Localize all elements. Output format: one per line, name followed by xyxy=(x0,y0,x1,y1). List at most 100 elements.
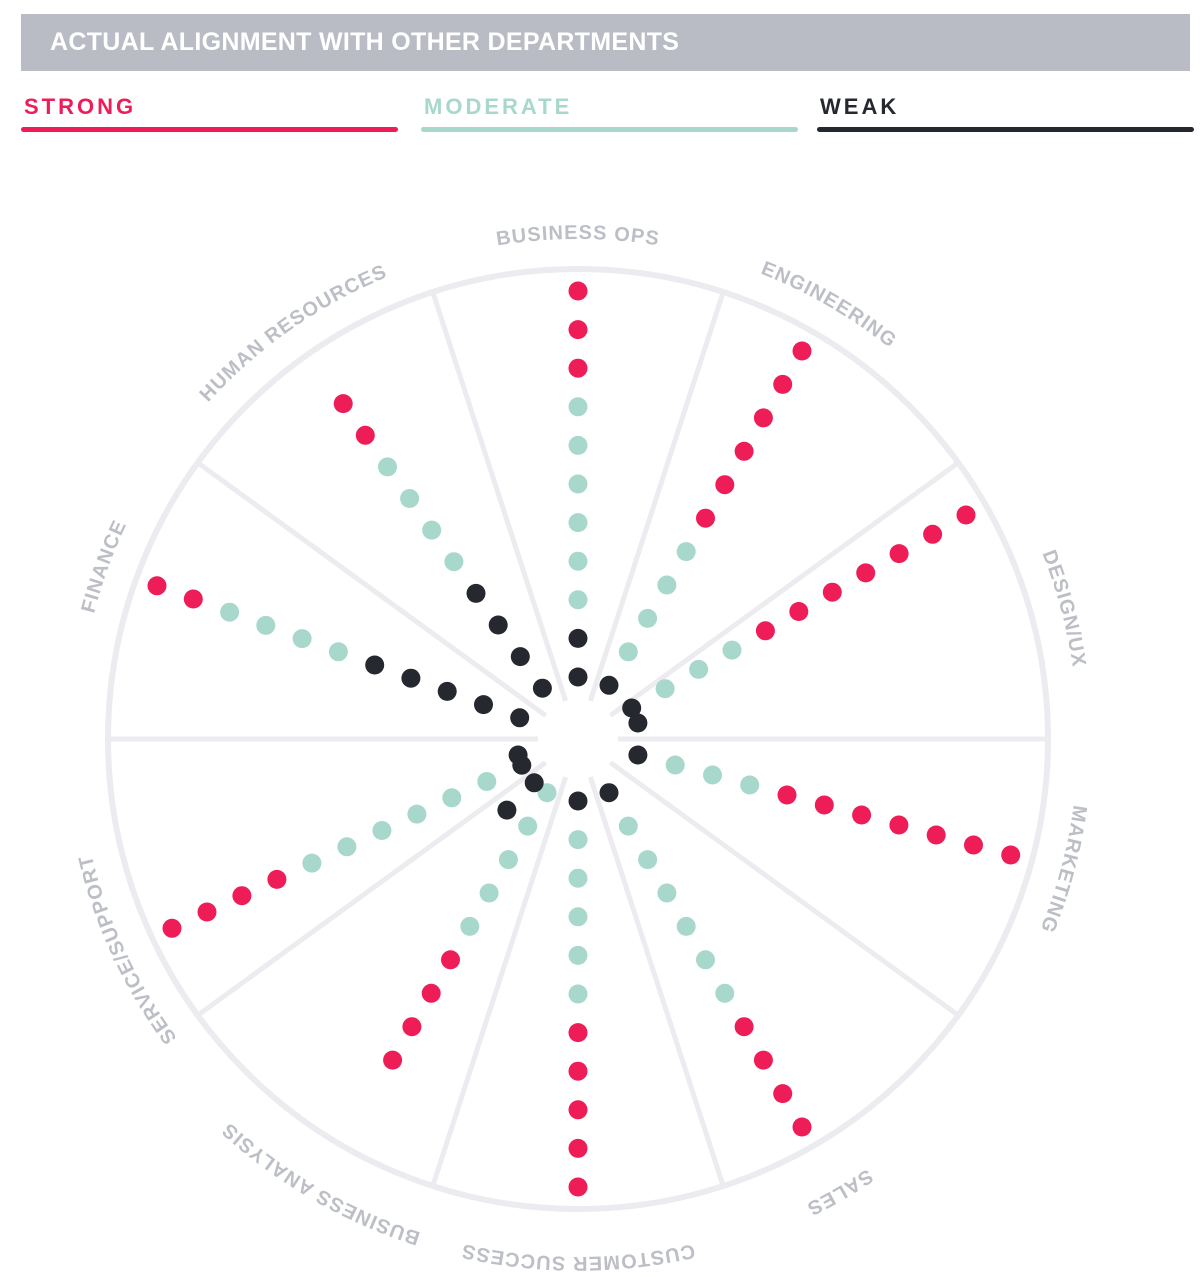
dot-moderate xyxy=(442,788,462,808)
dot-moderate xyxy=(655,679,675,699)
dot-strong xyxy=(926,825,946,845)
dot-strong xyxy=(789,602,809,621)
dot-strong xyxy=(889,544,909,564)
department-label-text: DESIGN/UX xyxy=(1038,547,1089,669)
dot-moderate xyxy=(638,850,658,870)
dot-moderate xyxy=(479,883,499,903)
dot-strong xyxy=(162,918,182,938)
dot-moderate xyxy=(498,850,518,870)
dot-moderate xyxy=(537,783,557,803)
dot-weak xyxy=(599,783,619,803)
dot-strong xyxy=(267,869,287,889)
dot-weak xyxy=(497,800,517,820)
dot-weak xyxy=(628,713,648,733)
department-label: BUSINESS ANALYSIS xyxy=(218,1118,423,1249)
dot-moderate xyxy=(638,608,658,628)
wheel-divider xyxy=(430,776,569,1187)
dot-strong xyxy=(383,1050,403,1070)
wheel-divider xyxy=(587,291,726,702)
dot-weak xyxy=(401,668,421,688)
dot-strong xyxy=(792,341,812,361)
dot-strong xyxy=(568,281,588,301)
dot-strong xyxy=(568,1177,588,1197)
dot-moderate xyxy=(657,883,677,903)
dot-weak xyxy=(365,655,385,675)
dot-moderate xyxy=(568,868,588,888)
wheel-divider xyxy=(196,760,548,1018)
legend-moderate: MODERATE xyxy=(421,94,798,132)
dot-strong xyxy=(355,425,375,445)
dot-strong xyxy=(773,1084,793,1104)
dot-moderate xyxy=(568,551,588,571)
chart-title: ACTUAL ALIGNMENT WITH OTHER DEPARTMENTS xyxy=(50,28,680,56)
legend-weak: WEAK xyxy=(817,94,1194,132)
department-label-text: BUSINESS OPS xyxy=(495,222,660,251)
department-label: BUSINESS OPS xyxy=(495,222,661,251)
dot-moderate xyxy=(568,513,588,533)
legend-weak-line xyxy=(817,127,1194,132)
legend: STRONG MODERATE WEAK xyxy=(21,94,1194,134)
dot-moderate xyxy=(568,830,588,850)
department-label-text: FINANCE xyxy=(77,517,130,615)
dot-weak xyxy=(474,695,493,715)
dot-moderate xyxy=(568,397,588,417)
dot-moderate xyxy=(568,590,588,610)
department-label: SALES xyxy=(803,1164,877,1219)
legend-strong: STRONG xyxy=(21,94,398,132)
dot-moderate xyxy=(372,821,392,840)
dot-moderate xyxy=(665,755,685,775)
dot-moderate xyxy=(400,489,420,508)
dot-moderate xyxy=(302,853,322,873)
wheel-divider xyxy=(196,460,548,718)
dot-moderate xyxy=(676,916,696,936)
dot-weak xyxy=(568,667,588,687)
dot-moderate xyxy=(220,602,240,622)
dot-moderate xyxy=(256,615,276,635)
wheel-divider xyxy=(608,460,960,718)
dot-moderate xyxy=(568,435,588,455)
dot-strong xyxy=(696,508,715,528)
dot-moderate xyxy=(618,816,638,836)
dot-strong xyxy=(1001,845,1021,865)
dot-weak xyxy=(599,675,619,695)
dot-strong xyxy=(568,358,588,378)
dot-weak xyxy=(524,773,544,793)
wheel-divider xyxy=(430,291,569,702)
dot-strong xyxy=(421,983,441,1003)
dot-moderate xyxy=(715,983,735,1003)
dot-weak xyxy=(628,745,648,765)
dot-moderate xyxy=(378,457,397,477)
department-label-text: HUMAN RESOURCES xyxy=(196,261,390,406)
dot-strong xyxy=(402,1017,422,1037)
dot-moderate xyxy=(657,575,677,595)
department-label: DESIGN/UX xyxy=(1038,547,1090,669)
dot-strong xyxy=(568,1100,588,1120)
dot-strong xyxy=(197,902,217,922)
department-label-text: BUSINESS ANALYSIS xyxy=(218,1118,422,1249)
dot-strong xyxy=(773,374,793,394)
dot-strong xyxy=(183,589,203,609)
department-label-text: ENGINEERING xyxy=(758,257,900,352)
dot-weak xyxy=(437,681,457,701)
dot-strong xyxy=(734,1017,754,1037)
dot-strong xyxy=(147,576,167,596)
dot-strong xyxy=(715,475,735,495)
dot-moderate xyxy=(696,950,715,970)
dot-strong xyxy=(822,582,842,602)
department-label-text: MARKETING xyxy=(1035,804,1089,936)
dot-strong xyxy=(568,1061,588,1081)
dot-strong xyxy=(568,1138,588,1158)
dot-strong xyxy=(441,950,460,970)
dot-strong xyxy=(923,524,943,544)
dot-weak xyxy=(510,647,530,667)
dot-moderate xyxy=(518,816,538,836)
legend-weak-label: WEAK xyxy=(820,94,900,119)
dot-weak xyxy=(508,745,528,765)
dot-strong xyxy=(753,408,773,428)
dot-strong xyxy=(956,505,976,525)
dot-moderate xyxy=(328,642,348,662)
chart-title-bar: ACTUAL ALIGNMENT WITH OTHER DEPARTMENTS xyxy=(21,14,1190,71)
dot-moderate xyxy=(568,907,588,927)
dot-moderate xyxy=(568,984,588,1004)
